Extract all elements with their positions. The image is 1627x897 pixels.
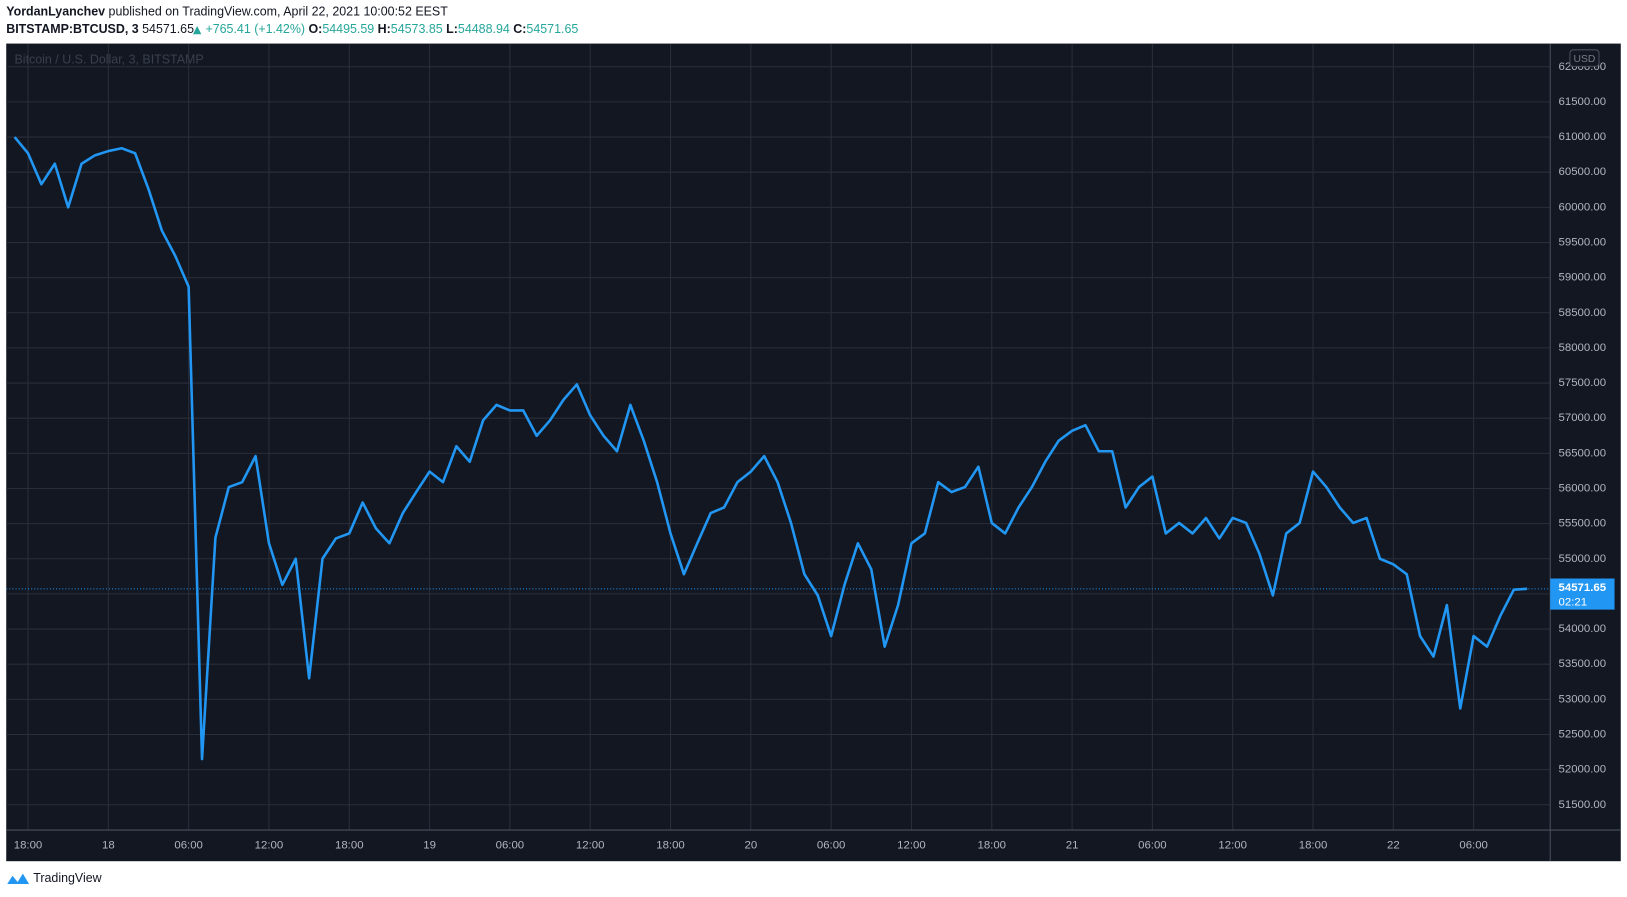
y-tick-label: 60500.00	[1559, 166, 1607, 178]
header-line: YordanLyanchev published on TradingView.…	[6, 5, 448, 19]
symbol: BITSTAMP:BTCUSD, 3	[6, 22, 139, 36]
x-tick-label: 12:00	[897, 840, 926, 852]
open: 54495.59	[322, 22, 374, 36]
author: YordanLyanchev	[6, 5, 105, 19]
brand-logo	[7, 873, 30, 885]
c-label: C:	[513, 22, 526, 36]
y-tick-label: 57000.00	[1559, 412, 1607, 424]
x-tick-label: 22	[1387, 840, 1400, 852]
x-tick-label: 18:00	[335, 840, 364, 852]
y-tick-label: 59500.00	[1559, 237, 1607, 249]
last-price-label: 54571.65	[1559, 582, 1607, 594]
ohlc-values: +765.41 (+1.42%) O:54495.59 H:54573.85 L…	[205, 22, 578, 36]
y-tick-label: 55500.00	[1559, 518, 1607, 530]
countdown: 02:21	[1559, 596, 1588, 608]
brand: TradingView	[33, 871, 102, 885]
watermark: Bitcoin / U.S. Dollar, 3, BITSTAMP	[15, 52, 204, 66]
x-tick-label: 19	[423, 840, 436, 852]
y-tick-label: 54000.00	[1559, 623, 1607, 635]
published: published on TradingView.com, April 22, …	[109, 5, 449, 19]
low: 54488.94	[458, 22, 510, 36]
x-tick-label: 06:00	[817, 840, 846, 852]
y-tick-label: 52000.00	[1559, 764, 1607, 776]
y-tick-label: 51500.00	[1559, 799, 1607, 811]
h-label: H:	[378, 22, 391, 36]
y-tick-label: 57500.00	[1559, 377, 1607, 389]
x-tick-label: 20	[744, 840, 757, 852]
last-price-tag	[1550, 578, 1615, 610]
x-tick-label: 21	[1066, 840, 1079, 852]
high: 54573.85	[391, 22, 443, 36]
l-label: L:	[446, 22, 458, 36]
x-tick-label: 18:00	[1299, 840, 1328, 852]
x-tick-label: 18:00	[14, 840, 43, 852]
logo-icon	[7, 873, 30, 885]
y-tick-label: 53000.00	[1559, 693, 1607, 705]
x-tick-label: 06:00	[1459, 840, 1488, 852]
x-tick-label: 18	[102, 840, 115, 852]
x-tick-label: 06:00	[496, 840, 525, 852]
price-line	[13, 136, 1528, 761]
x-tick-label: 12:00	[255, 840, 284, 852]
change: +765.41 (+1.42%)	[205, 22, 305, 36]
y-tick-label: 61500.00	[1559, 96, 1607, 108]
y-tick-label: 61000.00	[1559, 131, 1607, 143]
y-tick-label: 52500.00	[1559, 729, 1607, 741]
currency: USD	[1574, 54, 1596, 65]
y-tick-label: 55000.00	[1559, 553, 1607, 565]
x-tick-label: 06:00	[174, 840, 203, 852]
y-tick-label: 58000.00	[1559, 342, 1607, 354]
y-tick-label: 56000.00	[1559, 483, 1607, 495]
x-tick-label: 12:00	[1218, 840, 1247, 852]
o-label: O:	[308, 22, 322, 36]
close: 54571.65	[526, 22, 578, 36]
x-tick-label: 18:00	[656, 840, 685, 852]
up-arrow	[192, 25, 202, 35]
chart-background	[6, 43, 1621, 862]
y-tick-label: 56500.00	[1559, 447, 1607, 459]
y-tick-label: 53500.00	[1559, 658, 1607, 670]
y-tick-label: 58500.00	[1559, 307, 1607, 319]
x-tick-label: 18:00	[977, 840, 1006, 852]
x-tick-label: 06:00	[1138, 840, 1167, 852]
currency-badge	[1569, 49, 1600, 67]
ohlc-line: BITSTAMP:BTCUSD, 3 54571.65	[6, 22, 194, 36]
price: 54571.65	[142, 22, 194, 36]
y-tick-label: 59000.00	[1559, 272, 1607, 284]
x-tick-label: 12:00	[576, 840, 605, 852]
y-tick-label: 60000.00	[1559, 201, 1607, 213]
